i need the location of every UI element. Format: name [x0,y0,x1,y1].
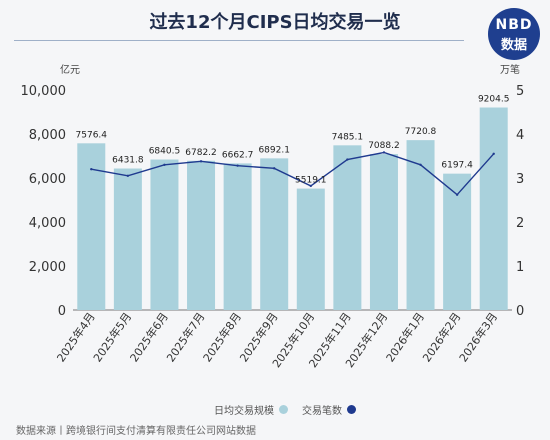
bar-value-label-12: 9204.5 [478,95,510,105]
line-series [90,151,495,196]
bar-value-label-11: 6197.4 [441,161,473,171]
right-tick-0: 0 [516,304,524,319]
bar-series [77,107,508,310]
bar-11 [443,173,472,310]
line-path [91,151,495,196]
right-axis-ticks: 0 1 2 3 4 5 [516,84,524,319]
legend-swatch-line [347,405,356,414]
bar-3 [150,159,179,310]
line-point-2 [126,174,130,177]
left-axis-ticks: 0 2,000 4,000 6,000 8,000 10,000 [21,84,67,319]
line-point-7 [309,184,312,188]
source-note: 数据来源丨跨境银行间支付清算有限责任公司网站数据 [16,426,256,437]
bar-2 [113,168,142,310]
bar-value-label-7: 5519.1 [295,176,327,186]
left-tick-1: 2,000 [29,260,66,275]
line-point-1 [90,168,93,171]
bar-6 [260,158,289,310]
line-point-6 [273,167,276,170]
x-axis-labels: 2025年4月2025年5月2025年6月2025年7月2025年8月2025年… [54,310,501,370]
bar-value-label-3: 6840.5 [149,147,181,157]
left-tick-0: 0 [58,304,66,319]
line-point-5 [236,164,239,167]
chart-title: 过去12个月CIPS日均交易一览 [149,12,401,33]
bar-4 [187,160,216,310]
bar-value-label-4: 6782.2 [185,148,217,158]
bar-7 [296,188,325,310]
logo-text-nbd: NBD [495,17,533,33]
bar-10 [406,140,435,310]
bar-8 [333,145,362,310]
right-tick-2: 2 [516,216,524,231]
left-tick-4: 8,000 [29,128,66,143]
bar-value-label-10: 7720.8 [405,127,437,137]
line-point-3 [163,163,166,166]
line-point-9 [382,151,386,154]
left-tick-2: 4,000 [29,216,66,231]
title-divider [14,40,464,41]
right-tick-4: 4 [516,128,524,143]
bar-value-label-6: 6892.1 [258,145,290,155]
line-point-12 [492,152,495,155]
left-tick-5: 10,000 [21,84,67,99]
bar-value-label-2: 6431.8 [112,156,144,166]
bar-value-label-9: 7088.2 [368,141,400,151]
nbd-logo: NBD 数据 [488,8,540,60]
left-tick-3: 6,000 [29,172,66,187]
bar-5 [223,163,252,310]
legend-swatch-bar [279,405,288,414]
right-tick-3: 3 [516,172,524,187]
legend-label-line: 交易笔数 [302,406,342,417]
left-axis-unit: 亿元 [60,63,80,76]
right-tick-1: 1 [516,260,524,275]
right-tick-5: 5 [516,84,524,99]
legend-label-bar: 日均交易规模 [214,406,274,417]
bar-9 [369,154,398,310]
data-labels: 7576.4 6431.8 6840.5 6782.2 6662.7 6892.1 5519… [76,95,510,186]
bar-value-label-8: 7485.1 [332,132,364,142]
line-point-11 [455,193,459,196]
line-point-8 [346,158,349,161]
line-point-10 [419,163,422,166]
bar-value-label-5: 6662.7 [222,150,254,160]
line-point-4 [199,160,203,163]
right-axis-unit: 万笔 [500,63,520,76]
bar-12 [479,107,508,310]
legend: 日均交易规模 交易笔数 [214,402,370,417]
logo-text-data: 数据 [500,38,527,53]
bar-value-label-1: 7576.4 [76,130,108,140]
